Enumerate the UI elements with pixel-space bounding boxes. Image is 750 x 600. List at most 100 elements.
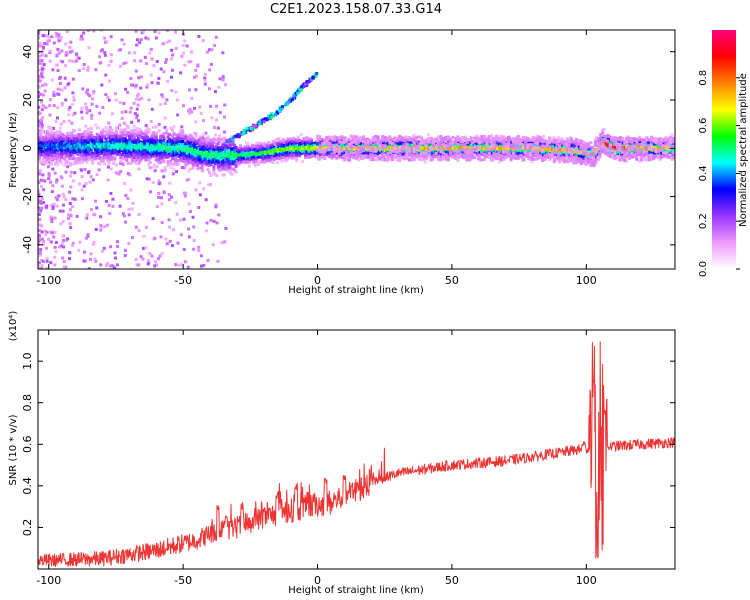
heatmap-cell <box>43 89 47 93</box>
heatmap-cell <box>103 225 107 229</box>
heatmap-cell <box>101 249 105 253</box>
heatmap-cell <box>223 115 227 119</box>
heatmap-cell <box>114 256 118 260</box>
heatmap-cell <box>138 97 142 101</box>
heatmap-cell <box>137 161 141 165</box>
heatmap-cell <box>135 161 139 165</box>
heatmap-cell <box>160 202 164 206</box>
heatmap-cell <box>114 133 118 137</box>
heatmap-cell <box>103 135 107 139</box>
heatmap-cell <box>45 259 49 263</box>
heatmap-cell <box>273 157 277 161</box>
heatmap-cell <box>90 116 94 120</box>
heatmap-cell <box>64 197 68 201</box>
heatmap-cell <box>52 90 56 94</box>
heatmap-cell <box>41 93 45 97</box>
heatmap-cell <box>38 111 40 115</box>
heatmap-cell <box>137 167 141 171</box>
heatmap-cell <box>64 137 68 141</box>
heatmap-cell <box>113 92 117 96</box>
heatmap-cell <box>267 141 271 145</box>
heatmap-cell <box>45 34 49 38</box>
heatmap-cell <box>103 53 107 57</box>
heatmap-cell <box>283 139 287 143</box>
heatmap-cell <box>172 132 176 136</box>
heatmap-cell <box>218 139 222 143</box>
heatmap-cell <box>41 116 45 120</box>
heatmap-cell <box>71 241 75 245</box>
heatmap-cell <box>197 248 201 252</box>
heatmap-cell <box>38 180 41 184</box>
heatmap-cell <box>50 219 54 223</box>
heatmap-cell <box>192 247 196 251</box>
heatmap-cell <box>68 45 72 49</box>
heatmap-cell <box>176 162 180 166</box>
heatmap-cell <box>125 158 129 162</box>
heatmap-cell <box>179 263 183 267</box>
heatmap-cell <box>86 68 90 72</box>
heatmap-cell <box>233 143 237 147</box>
heatmap-cell <box>225 157 229 161</box>
heatmap-cell <box>135 127 139 131</box>
heatmap-cell <box>133 59 137 63</box>
heatmap-cell <box>47 160 51 164</box>
heatmap-cell <box>69 40 73 44</box>
heatmap-cell <box>117 172 121 176</box>
heatmap-cell <box>166 135 170 139</box>
heatmap-cell <box>99 225 103 229</box>
heatmap-cell <box>60 184 64 188</box>
heatmap-cell <box>128 173 132 177</box>
heatmap-cell <box>187 135 191 139</box>
heatmap-cell <box>132 132 136 136</box>
heatmap-cells <box>38 30 675 269</box>
heatmap-cell <box>230 135 234 139</box>
heatmap-cell <box>92 139 96 143</box>
heatmap-cell <box>103 36 107 40</box>
heatmap-cell <box>194 134 198 138</box>
heatmap-cell <box>193 143 197 147</box>
heatmap-cell <box>153 149 157 153</box>
heatmap-cell <box>170 244 174 248</box>
heatmap-cell <box>114 163 118 167</box>
heatmap-cell <box>153 165 157 169</box>
heatmap-cell <box>176 241 180 245</box>
heatmap-cell <box>137 119 141 123</box>
heatmap-cell <box>147 130 151 134</box>
heatmap-cell <box>153 264 157 268</box>
heatmap-cell <box>64 162 68 166</box>
heatmap-cell <box>187 202 191 206</box>
heatmap-cell <box>93 257 97 261</box>
heatmap-cell <box>217 85 221 89</box>
heatmap-cell <box>145 61 149 65</box>
heatmap-cell <box>175 212 179 216</box>
heatmap-cell <box>65 30 69 34</box>
heatmap-cell <box>121 162 125 166</box>
heatmap-cell <box>154 158 158 162</box>
heatmap-cell <box>84 182 88 186</box>
heatmap-cell <box>68 208 72 212</box>
heatmap-cell <box>222 139 226 143</box>
heatmap-cell <box>166 161 170 165</box>
heatmap-cell <box>146 262 150 266</box>
heatmap-cell <box>89 126 93 130</box>
heatmap-cell <box>80 168 84 172</box>
heatmap-cell <box>135 133 139 137</box>
heatmap-cell <box>190 135 194 139</box>
heatmap-cell <box>170 88 174 92</box>
heatmap-cell <box>202 187 206 191</box>
heatmap-cell <box>38 247 40 251</box>
heatmap-cell <box>39 267 43 269</box>
heatmap-cell <box>234 170 238 174</box>
heatmap-cell <box>215 162 219 166</box>
heatmap-cell <box>293 139 297 143</box>
heatmap-cell <box>280 140 284 144</box>
heatmap-cell <box>275 161 279 165</box>
heatmap-cell <box>289 137 293 141</box>
heatmap-cell <box>39 247 43 251</box>
heatmap-cell <box>197 205 201 209</box>
heatmap-cell <box>59 59 63 63</box>
heatmap-cell <box>120 116 124 120</box>
heatmap-cell <box>175 144 179 148</box>
heatmap-cell <box>58 126 62 130</box>
